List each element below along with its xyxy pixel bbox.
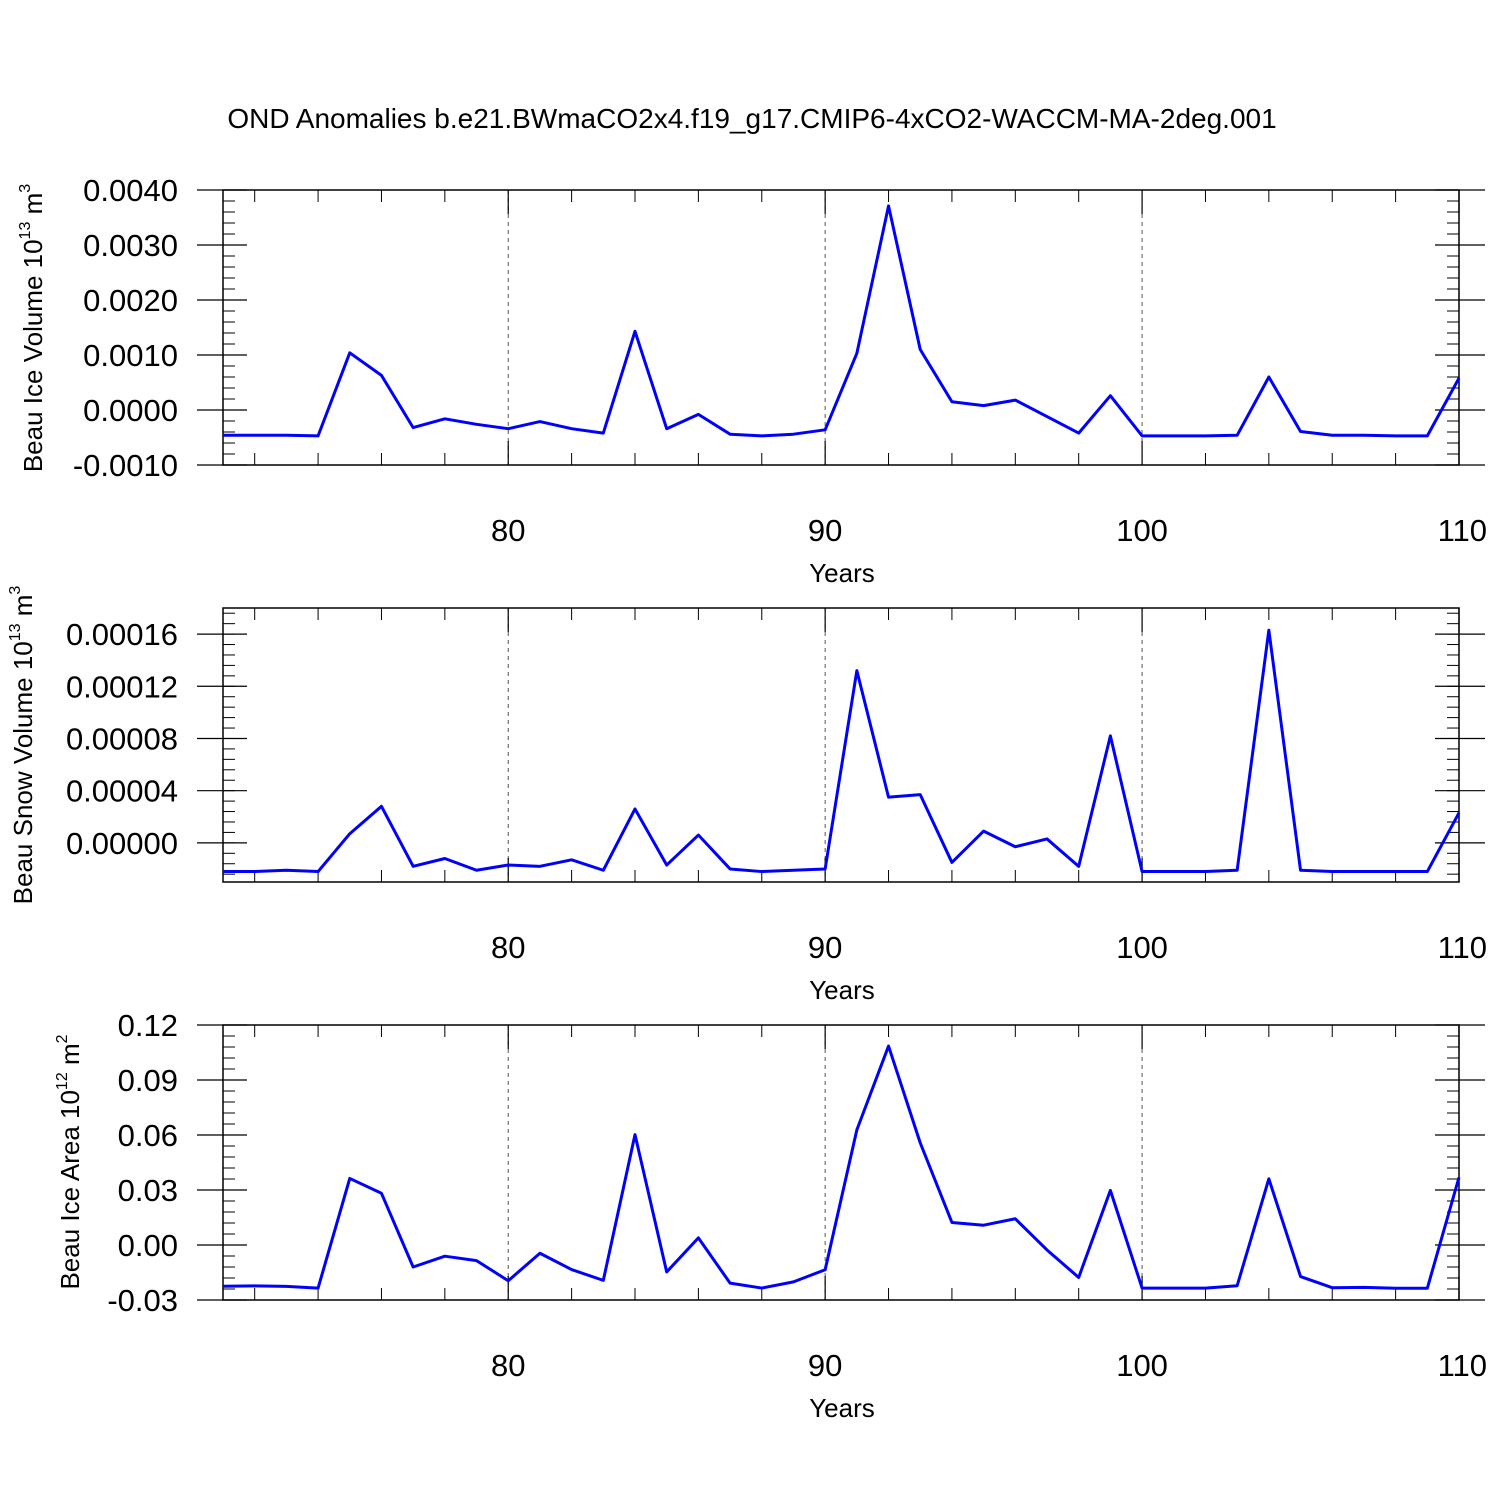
plot-frame [222, 1024, 1460, 1301]
y-tick-label: 0.03 [118, 1173, 178, 1208]
figure-title: OND Anomalies b.e21.BWmaCO2x4.f19_g17.CM… [227, 103, 1276, 134]
y-axis-label-superscript: 3 [7, 586, 24, 595]
x-tick-label: 110 [1438, 930, 1487, 965]
y-axis-label-superscript: 13 [17, 222, 34, 240]
plot-frame [222, 189, 1460, 466]
chart-panel-2: 80 90 100 110 0.00000 0.00004 0.00008 0.00012 0.… [7, 586, 1487, 1005]
plot-frame [222, 607, 1460, 883]
y-axis-label: Beau Ice Volume 1013 m3 [17, 184, 48, 472]
y-tick-label: 0.00008 [66, 721, 178, 756]
y-tick-label: 0.00016 [66, 617, 178, 652]
x-tick-label: 90 [808, 513, 842, 548]
y-tick-label: 0.00 [118, 1228, 178, 1263]
chart-panel-3: 80 90 100 110 -0.03 0.00 0.03 0.06 0.09 0.12 Years… [54, 1008, 1487, 1423]
series-line [223, 204, 1461, 438]
y-tick-label: 0.00012 [66, 669, 178, 704]
y-tick-label: -0.03 [107, 1283, 178, 1318]
y-axis-label-text: Beau Ice Area 10 [55, 1090, 85, 1289]
y-axis-label-text: m [8, 595, 38, 624]
y-tick-label: 0.0000 [83, 393, 178, 428]
y-tick-label: 0.0010 [83, 338, 178, 373]
y-axis-label-text: Beau Ice Volume 10 [18, 239, 48, 472]
x-tick-label: 80 [491, 1348, 525, 1383]
x-tick-label: 90 [808, 930, 842, 965]
y-axis-label-superscript: 3 [17, 184, 34, 193]
y-tick-label: 0.00004 [66, 774, 178, 809]
y-tick-label: -0.0010 [73, 448, 178, 483]
y-tick-label: 0.12 [118, 1008, 178, 1043]
x-tick-label: 100 [1116, 513, 1168, 548]
y-axis-label-superscript: 12 [54, 1072, 71, 1090]
x-tick-label: 100 [1116, 930, 1168, 965]
x-tick-label: 100 [1116, 1348, 1168, 1383]
x-tick-label: 110 [1438, 513, 1487, 548]
x-axis-label: Years [809, 558, 875, 588]
x-tick-label: 110 [1438, 1348, 1487, 1383]
y-axis-label-superscript: 13 [7, 623, 24, 641]
y-axis-label: Beau Ice Area 1012 m2 [54, 1034, 85, 1289]
y-tick-label: 0.09 [118, 1063, 178, 1098]
series-line [223, 628, 1461, 874]
chart-panel-1: 80 90 100 110 -0.0010 0.0000 0.0010 0.0020 0.003… [17, 173, 1487, 588]
y-axis-label-text: Beau Snow Volume 10 [8, 641, 38, 904]
x-axis-label: Years [809, 975, 875, 1005]
x-tick-label: 80 [491, 930, 525, 965]
x-axis-label: Years [809, 1393, 875, 1423]
y-axis-label-text: m [18, 193, 48, 222]
y-tick-label: 0.0020 [83, 283, 178, 318]
y-tick-label: 0.06 [118, 1118, 178, 1153]
x-tick-label: 80 [491, 513, 525, 548]
y-tick-label: 0.0040 [83, 173, 178, 208]
y-axis-label: Beau Snow Volume 1013 m3 [7, 586, 38, 905]
y-tick-label: 0.00000 [66, 826, 178, 861]
series-line [222, 1044, 1461, 1290]
x-tick-label: 90 [808, 1348, 842, 1383]
y-axis-label-text: m [55, 1043, 85, 1072]
y-axis-label-superscript: 2 [54, 1034, 71, 1043]
y-tick-label: 0.0030 [83, 228, 178, 263]
